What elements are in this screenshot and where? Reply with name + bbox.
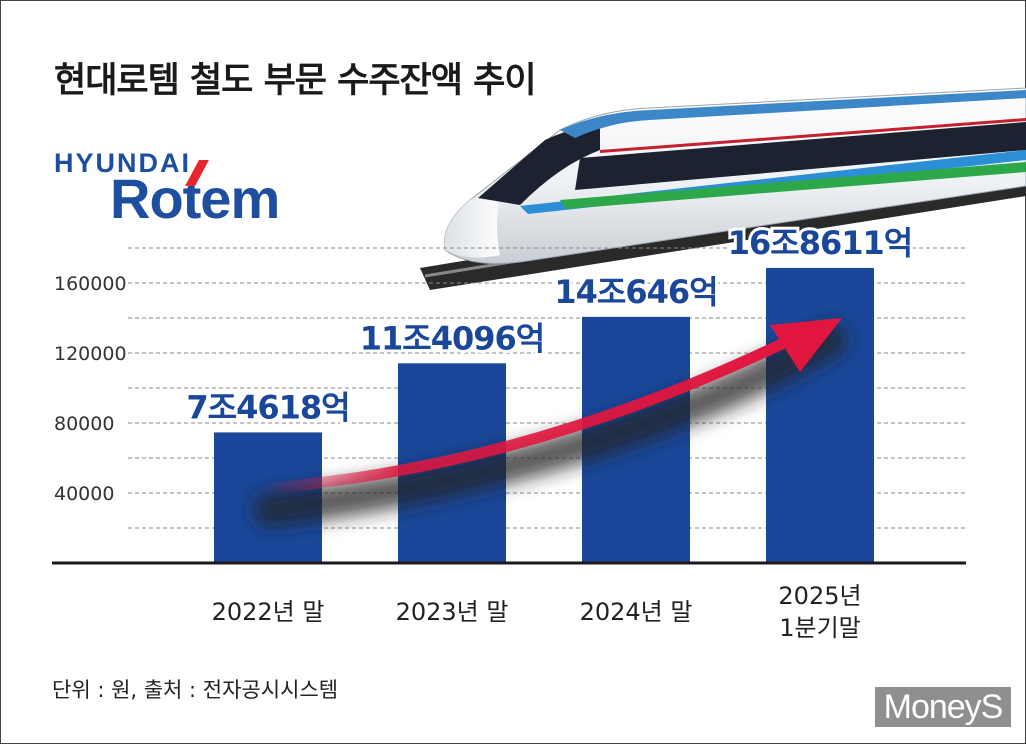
- y-tick-label: 160000: [54, 273, 127, 295]
- y-tick-label: 120000: [54, 343, 127, 365]
- y-axis-ticks: 40000 80000 120000 160000: [54, 273, 127, 505]
- train-stripe-red: [600, 118, 1026, 153]
- x-tick-label: 2023년 말: [396, 598, 509, 626]
- x-tick-label: 2025년: [778, 582, 861, 610]
- moneys-watermark: MoneyS: [875, 687, 1011, 727]
- trend-arrow-shadow: [253, 323, 847, 527]
- x-tick-label: 2022년 말: [212, 598, 325, 626]
- trend-arrow-shaft: [256, 334, 796, 494]
- x-axis-labels: 2022년 말 2023년 말 2024년 말 2025년 1분기말: [212, 582, 862, 642]
- train-stripe-green: [560, 162, 1026, 209]
- bar: [766, 267, 874, 563]
- y-tick-label: 40000: [54, 483, 114, 505]
- trend-arrow: [253, 318, 847, 527]
- train-illustration: [420, 87, 1026, 290]
- data-label: 7조4618억: [186, 388, 349, 426]
- y-tick-label: 80000: [54, 413, 114, 435]
- source-note: 단위 : 원, 출처 : 전자공시시스템: [52, 678, 339, 702]
- logo-top-text: HYUNDAI: [54, 148, 192, 178]
- x-tick-label: 2024년 말: [580, 598, 693, 626]
- data-label: 14조646억: [554, 273, 717, 311]
- chart-title: 현대로템 철도 부문 수주잔액 추이: [54, 61, 537, 101]
- trend-arrow-head: [770, 318, 842, 372]
- train-roof-stripe: [560, 90, 1026, 138]
- data-label: 16조8611억: [728, 224, 912, 262]
- train-windshield: [478, 124, 600, 205]
- data-label: 11조4096억: [360, 319, 544, 357]
- x-tick-label: 1분기말: [779, 614, 861, 642]
- train-window-band: [575, 122, 1026, 190]
- data-labels: 7조4618억 11조4096억 14조646억 16조8611억: [183, 221, 916, 429]
